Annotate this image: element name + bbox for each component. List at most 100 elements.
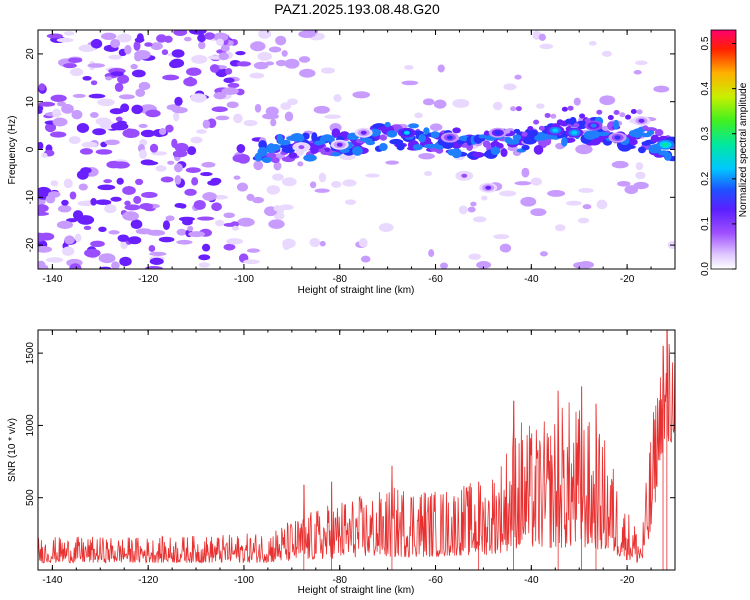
spectral-blob [499, 243, 512, 253]
spectral-blob [130, 63, 138, 70]
spectral-blob [389, 138, 404, 145]
spectral-blob [49, 131, 67, 138]
colorbar-scale [711, 30, 736, 269]
spectral-blob [104, 204, 117, 214]
spectral-blob [408, 123, 419, 129]
spectral-blob [98, 253, 116, 264]
spectral-blob [147, 229, 166, 236]
spectral-blob [171, 49, 185, 58]
spectral-blob [478, 134, 487, 139]
spectral-blob [320, 67, 335, 74]
spectral-blob [423, 143, 438, 149]
spectral-blob [140, 129, 156, 138]
spectral-blob [429, 123, 443, 131]
spectral-blob [190, 136, 203, 144]
spectral-blob [110, 122, 129, 131]
spectral-blob [139, 149, 147, 160]
y-tick-label: -20 [25, 237, 36, 252]
spectral-blob [565, 118, 573, 125]
spectral-blob [607, 115, 614, 121]
spectral-blob [470, 201, 477, 207]
spectral-blob [63, 178, 73, 189]
x-tick-label: -120 [138, 274, 158, 285]
spectral-blob [297, 161, 304, 167]
spectral-blob [140, 159, 155, 166]
spectral-blob [150, 42, 163, 51]
spectral-blob [561, 106, 568, 112]
spectral-blob [664, 152, 672, 161]
spectral-blob [223, 212, 235, 219]
spectral-blob [365, 140, 376, 146]
spectral-blob [165, 215, 175, 222]
chart-title: PAZ1.2025.193.08.48.G20 [274, 1, 440, 17]
spectral-blob [588, 130, 601, 139]
spectral-blob [571, 130, 578, 135]
spectral-blob [503, 83, 517, 91]
spectral-blob [637, 146, 646, 154]
spectral-blob [174, 96, 183, 106]
spectral-blob [590, 123, 597, 128]
spectral-blob [490, 146, 501, 156]
x-tick-label: -80 [333, 575, 348, 586]
spectral-blob [190, 93, 207, 103]
spectral-blob [185, 67, 202, 77]
spectral-blob [324, 147, 331, 152]
snr-series-line [38, 330, 675, 564]
spectral-blob [430, 131, 440, 139]
spectral-blob [458, 205, 468, 215]
spectral-blob [200, 172, 213, 177]
spectral-blob [193, 199, 206, 210]
spectral-blob [451, 148, 462, 159]
spectral-blob [79, 148, 93, 155]
spectral-blob [235, 51, 246, 56]
spectral-blob [50, 180, 59, 187]
spectral-blob [135, 178, 144, 186]
spectral-blob [69, 67, 84, 77]
spectral-blob [281, 50, 288, 57]
spectral-blob [78, 183, 88, 191]
spectral-blob [72, 93, 86, 98]
spectral-blob [514, 74, 522, 80]
spectral-blob [110, 196, 122, 202]
spectral-blob [646, 130, 655, 136]
spectral-blob [127, 236, 142, 245]
spectral-blob [577, 261, 595, 269]
spectral-blob [77, 215, 95, 225]
spectral-blob [499, 190, 517, 197]
spectral-blob [149, 251, 167, 256]
spectral-blob [262, 113, 279, 120]
spectral-blob [191, 177, 199, 186]
x-tick-label: -100 [234, 274, 254, 285]
spectral-blob [567, 105, 574, 111]
spectral-blob [324, 114, 342, 119]
spectral-blob [38, 260, 46, 269]
spectral-blob [535, 103, 545, 109]
spectral-blob [250, 41, 266, 52]
spectral-blob [90, 38, 103, 49]
colorbar-tick-label: 0.0 [700, 262, 711, 276]
spectral-blob [231, 225, 239, 231]
spectral-blob [174, 175, 182, 185]
colorbar-tick-label: 0.5 [700, 36, 711, 50]
spectral-blob [236, 144, 246, 153]
spectral-blob [578, 187, 594, 193]
spectral-blob [280, 102, 292, 111]
spectral-blob [319, 240, 326, 247]
spectral-blob [333, 94, 342, 103]
spectral-blob [573, 122, 580, 128]
spectral-blob [527, 125, 534, 131]
spectral-blob [476, 261, 492, 269]
spectral-blob [232, 154, 247, 163]
spectral-blob [633, 70, 642, 75]
spectral-blob [68, 136, 81, 145]
spectral-blob [554, 224, 566, 232]
spectral-blob [48, 191, 61, 198]
spectral-blob [403, 130, 410, 135]
spectral-blob [167, 160, 175, 165]
spectral-blob [342, 179, 357, 187]
spectral-blob [188, 231, 205, 238]
x-tick-label: -20 [620, 575, 635, 586]
x-tick-label: -120 [138, 575, 158, 586]
spectral-blob [309, 181, 317, 189]
spectral-blob [116, 177, 124, 185]
